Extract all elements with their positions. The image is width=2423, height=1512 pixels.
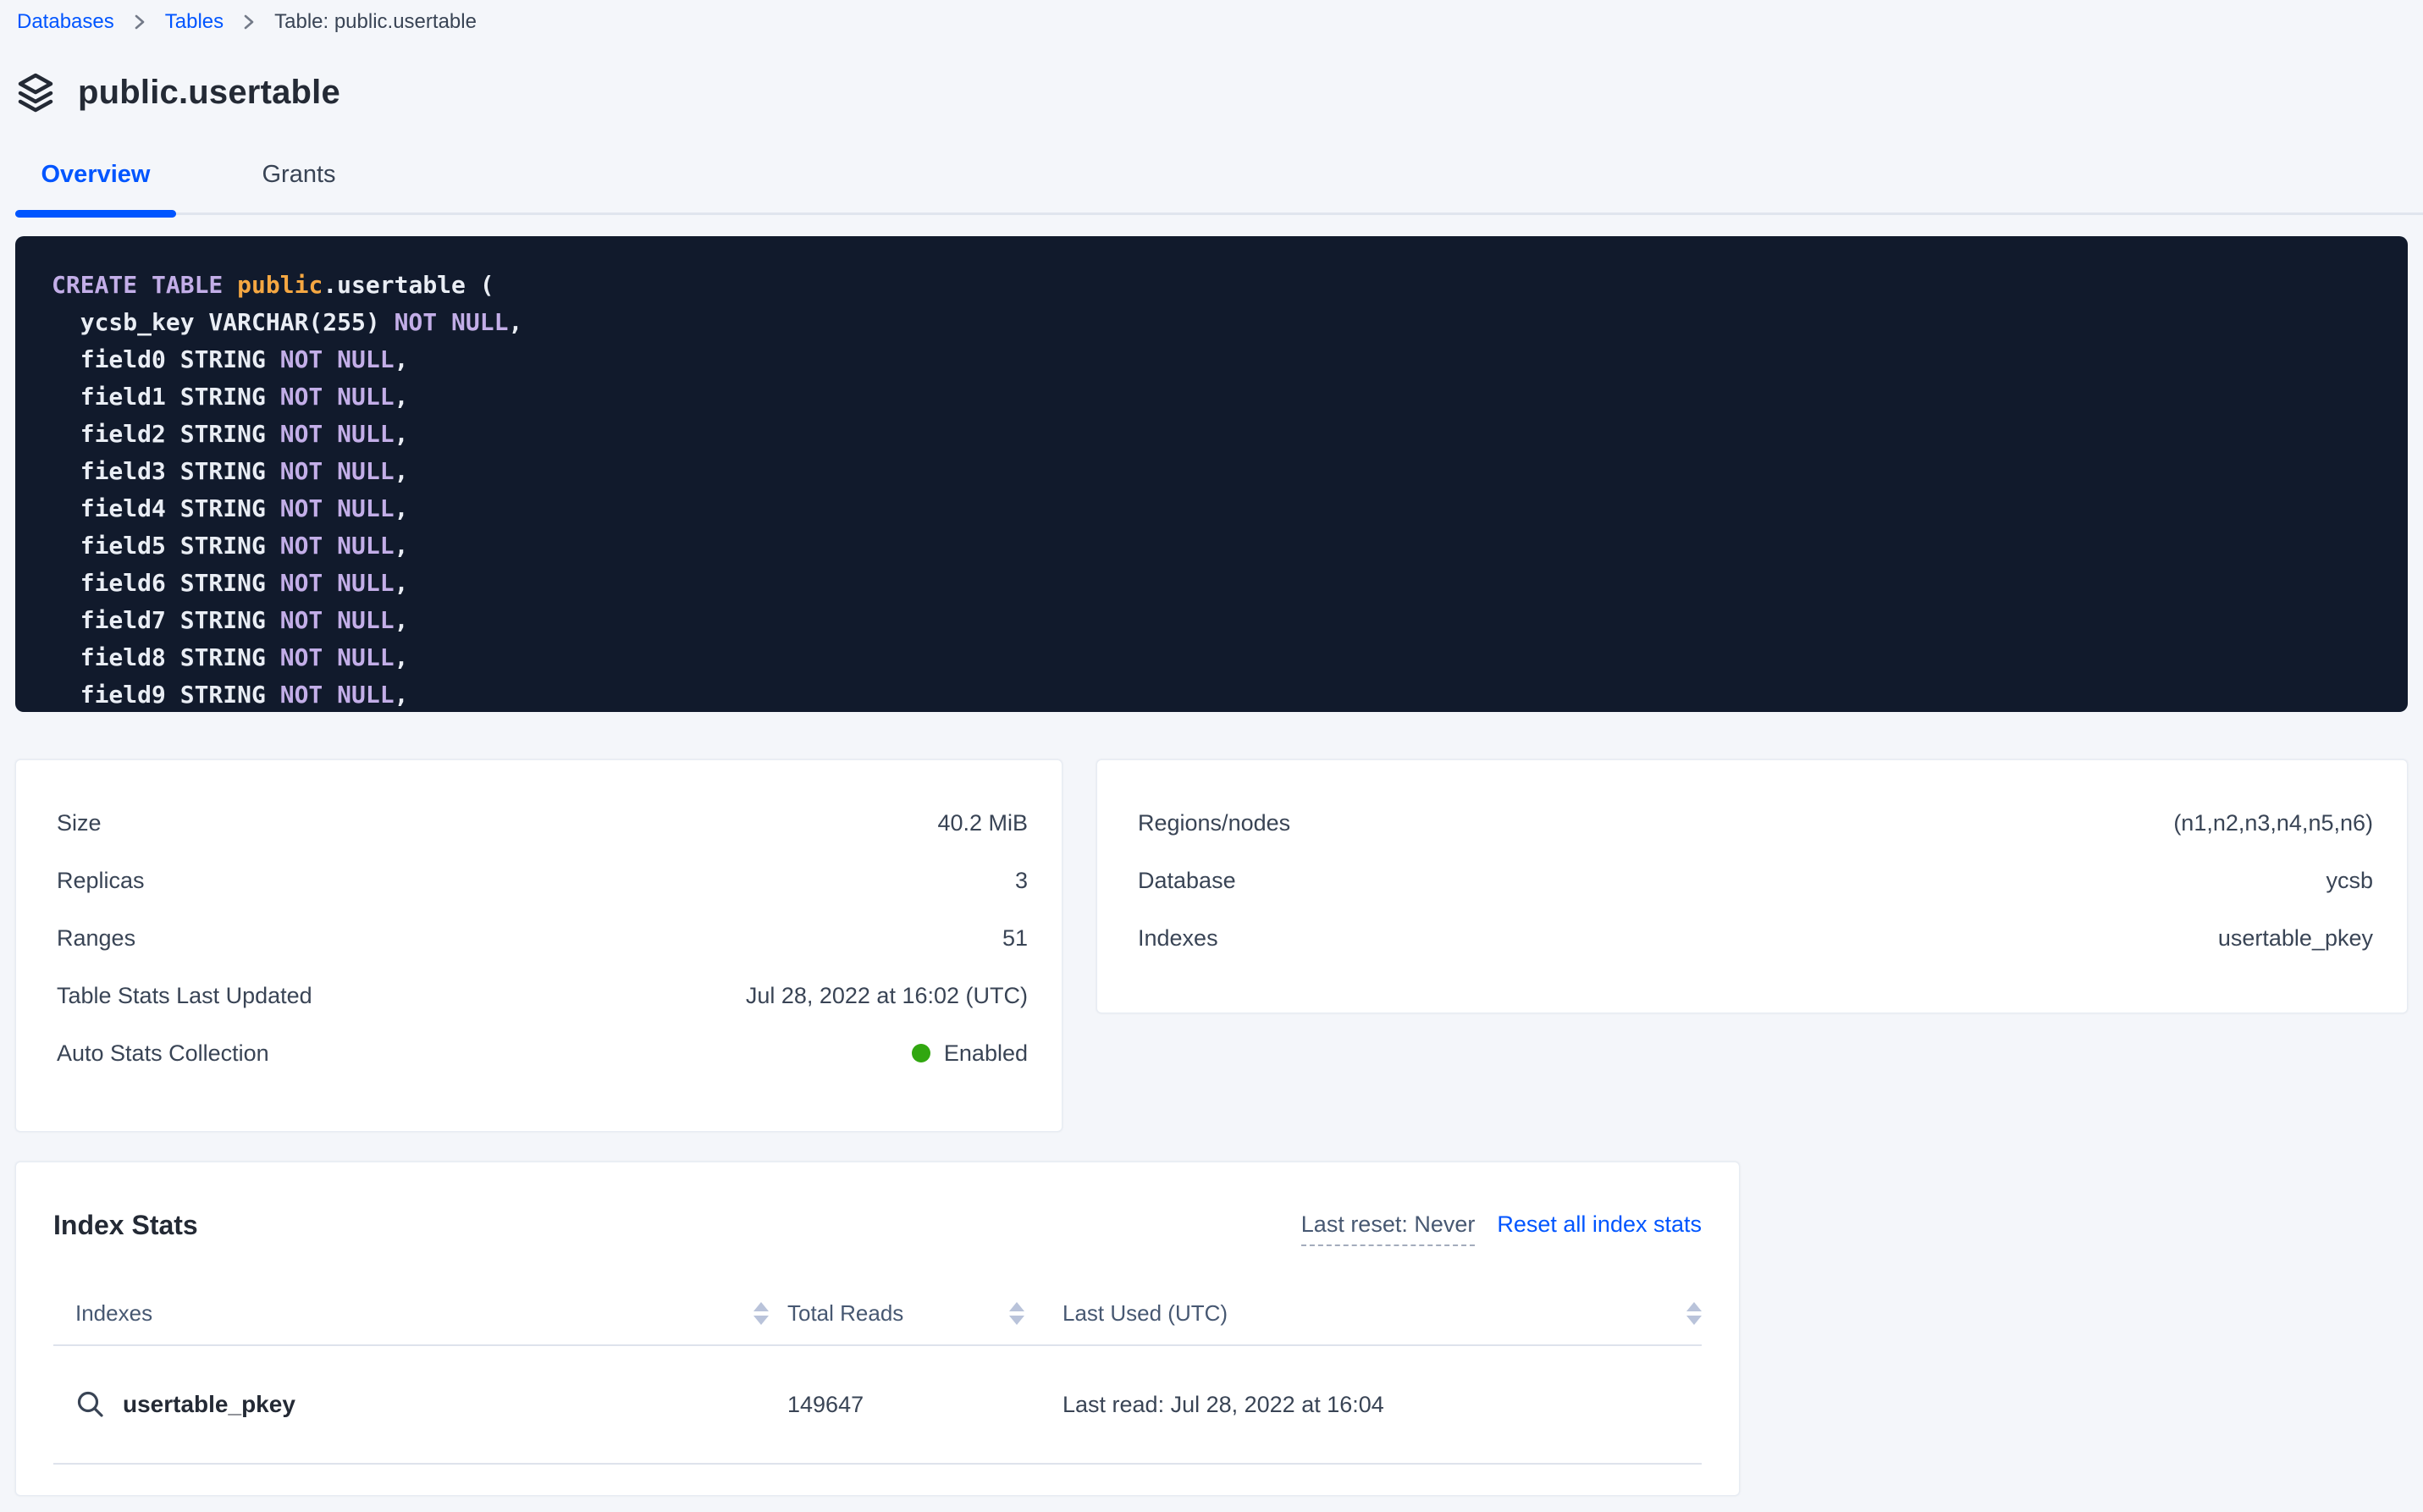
index-stats-title: Index Stats: [53, 1210, 198, 1240]
sql-line: field8 STRING NOT NULL,: [52, 643, 409, 671]
page-header: public.usertable: [15, 71, 2423, 113]
sql-line: field0 STRING NOT NULL,: [52, 345, 409, 373]
sort-icon: [753, 1301, 769, 1325]
last-used-cell: Last read: Jul 28, 2022 at 16:04: [1062, 1391, 1384, 1417]
index-stats-table: Indexes Total Reads Last Used (UTC) user…: [53, 1282, 1702, 1465]
stat-label: Size: [57, 809, 102, 836]
stat-row: Indexes usertable_pkey: [1138, 909, 2373, 967]
stat-value: 40.2 MiB: [937, 809, 1028, 836]
column-header-last-used[interactable]: Last Used (UTC): [1062, 1300, 1702, 1327]
stat-value: 3: [1014, 867, 1028, 893]
chevron-right-icon: [133, 13, 146, 31]
stat-row: Table Stats Last Updated Jul 28, 2022 at …: [57, 967, 1028, 1024]
create-table-statement: CREATE TABLE public.usertable ( ycsb_key…: [15, 236, 2408, 712]
index-name-cell: usertable_pkey: [53, 1389, 769, 1420]
column-header-total-reads[interactable]: Total Reads: [787, 1300, 1024, 1327]
index-stats-card: Index Stats Last reset: Never Reset all …: [15, 1162, 1740, 1496]
status-enabled-dot: [911, 1044, 930, 1062]
stat-row: Size 40.2 MiB: [57, 794, 1028, 852]
sql-line: CREATE TABLE public.usertable (: [52, 271, 494, 299]
active-tab-indicator: [15, 210, 176, 218]
tab-overview[interactable]: Overview: [15, 161, 176, 218]
database-details-card: Regions/nodes (n1,n2,n3,n4,n5,n6) Database…: [1096, 759, 2408, 1013]
sql-line: field4 STRING NOT NULL,: [52, 494, 409, 522]
sql-line: field6 STRING NOT NULL,: [52, 569, 409, 597]
stat-row: Regions/nodes (n1,n2,n3,n4,n5,n6): [1138, 794, 2373, 852]
stat-row: Auto Stats Collection Enabled: [57, 1024, 1028, 1082]
stat-value: usertable_pkey: [2217, 924, 2373, 951]
breadcrumb: Databases Tables Table: public.usertable: [17, 10, 2423, 34]
stat-row: Replicas 3: [57, 852, 1028, 909]
tab-bar: Overview Grants: [15, 149, 2423, 218]
breadcrumb-current: Table: public.usertable: [274, 10, 477, 33]
breadcrumb-link-databases[interactable]: Databases: [17, 10, 114, 33]
stat-value: 51: [1002, 924, 1028, 951]
stat-row: Database ycsb: [1138, 852, 2373, 909]
stat-value: ycsb: [2326, 867, 2373, 893]
stat-label: Ranges: [57, 924, 136, 951]
table-divider: [53, 1463, 1702, 1465]
sort-icon: [1686, 1301, 1702, 1325]
sql-line: field9 STRING NOT NULL,: [52, 681, 409, 709]
index-table-row: usertable_pkey 149647 Last read: Jul 28, 2…: [53, 1346, 1702, 1463]
stat-value: Jul 28, 2022 at 16:02 (UTC): [745, 982, 1028, 1008]
sql-line: field2 STRING NOT NULL,: [52, 420, 409, 448]
stat-label: Indexes: [1138, 924, 1218, 951]
stat-row: Ranges 51: [57, 909, 1028, 967]
sql-line: field1 STRING NOT NULL,: [52, 383, 409, 411]
sort-icon: [1009, 1301, 1024, 1325]
table-divider: [53, 1344, 1702, 1346]
table-details-card: Size 40.2 MiB Replicas 3 Ranges 51 Table Stats…: [15, 759, 1062, 1132]
tab-grants[interactable]: Grants: [262, 161, 336, 188]
sql-line: field7 STRING NOT NULL,: [52, 606, 409, 634]
sql-line: field3 STRING NOT NULL,: [52, 457, 409, 485]
stat-label: Table Stats Last Updated: [57, 982, 312, 1008]
last-reset-label: Last reset: Never: [1300, 1211, 1476, 1246]
stat-label: Replicas: [57, 867, 145, 893]
index-table-header: Indexes Total Reads Last Used (UTC): [53, 1282, 1702, 1344]
index-name-link[interactable]: usertable_pkey: [123, 1391, 295, 1417]
chevron-right-icon: [242, 13, 256, 31]
page-title: public.usertable: [78, 73, 340, 111]
search-icon: [75, 1389, 106, 1420]
overview-cards: Size 40.2 MiB Replicas 3 Ranges 51 Table Stats…: [15, 759, 2408, 1132]
stat-label: Database: [1138, 867, 1236, 893]
total-reads-cell: 149647: [787, 1391, 864, 1417]
breadcrumb-link-tables[interactable]: Tables: [164, 10, 224, 33]
sql-line: ycsb_key VARCHAR(255) NOT NULL,: [52, 308, 523, 336]
stat-value: (n1,n2,n3,n4,n5,n6): [2173, 809, 2373, 836]
stat-label: Auto Stats Collection: [57, 1040, 269, 1066]
stat-label: Regions/nodes: [1138, 809, 1291, 836]
table-stack-icon: [15, 71, 56, 113]
reset-all-index-stats-link[interactable]: Reset all index stats: [1497, 1211, 1702, 1237]
stat-value: Enabled: [911, 1040, 1028, 1067]
sql-line: field5 STRING NOT NULL,: [52, 532, 409, 560]
column-header-indexes[interactable]: Indexes: [53, 1300, 769, 1327]
